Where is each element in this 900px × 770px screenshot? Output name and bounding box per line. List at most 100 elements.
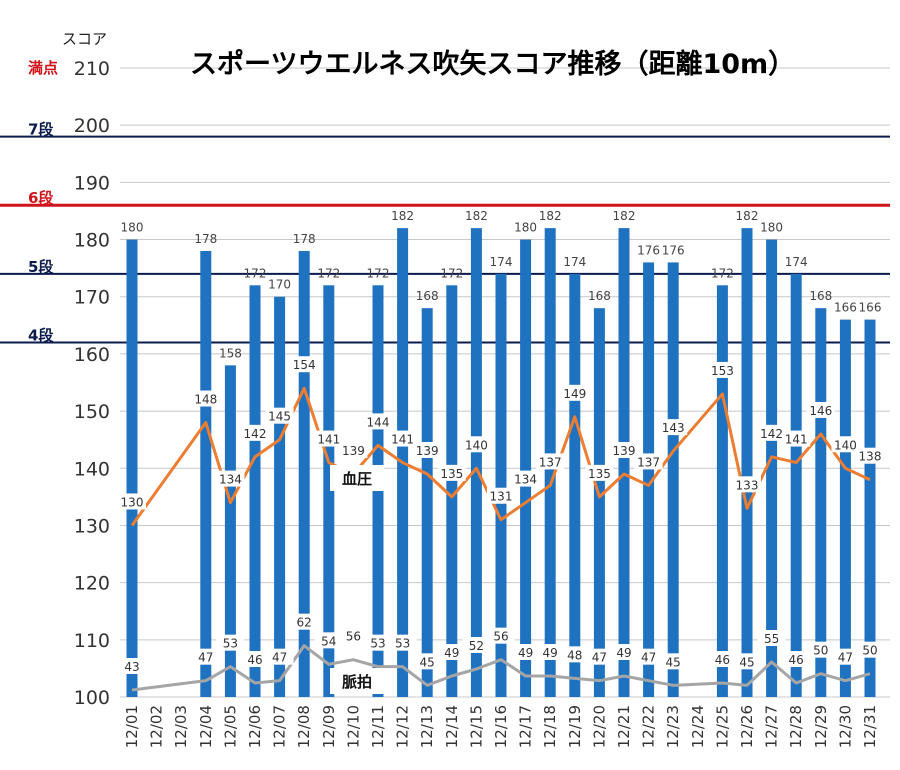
- y-axis-label: スコア: [62, 30, 107, 48]
- blood-pressure-label-bg-12/19: [560, 384, 589, 401]
- score-bar-12/04: [200, 250, 212, 697]
- score-bar-label-12/01: 180: [121, 221, 144, 235]
- score-bar-label-12/17: 180: [514, 221, 537, 235]
- x-tick-12/25: 12/25: [713, 705, 731, 748]
- score-bar-label-12/30: 166: [834, 301, 857, 315]
- blood-pressure-label-12/19: 149: [563, 387, 586, 401]
- x-tick-12/16: 12/16: [492, 705, 510, 748]
- reference-label-4: 4段: [28, 326, 53, 344]
- pulse-label-12/27: 55: [764, 632, 779, 646]
- pulse-label-12/29: 50: [813, 644, 828, 658]
- pulse-label-12/19: 48: [567, 648, 582, 662]
- blood-pressure-label-12/13: 139: [416, 444, 439, 458]
- x-tick-12/30: 12/30: [836, 705, 854, 748]
- blood-pressure-label-bg-12/22: [634, 453, 663, 470]
- pulse-label-bg-12/05: [216, 634, 245, 651]
- blood-pressure-label-bg-12/01: [118, 493, 146, 510]
- blood-pressure-label-bg-12/23: [659, 419, 688, 436]
- pulse-label-bg-12/28: [782, 651, 811, 667]
- blood-pressure-label-12/05: 134: [219, 473, 242, 487]
- pulse-label-12/22: 47: [641, 651, 656, 665]
- pulse-label-bg-12/19: [560, 646, 589, 663]
- x-tick-12/12: 12/12: [394, 705, 412, 748]
- score-bar-label-12/28: 174: [785, 255, 808, 269]
- blood-pressure-label-bg-12/21: [610, 441, 638, 458]
- pulse-label-12/25: 46: [715, 653, 730, 667]
- x-tick-12/02: 12/02: [148, 705, 166, 748]
- blood-pressure-label-12/12: 141: [391, 433, 414, 447]
- score-bar-12/30: [839, 319, 851, 697]
- x-tick-12/26: 12/26: [738, 705, 756, 748]
- pulse-label-12/05: 53: [223, 637, 238, 651]
- score-bar-label-12/20: 168: [588, 289, 611, 303]
- reference-lines: 満点 7段 6段 5段 4段: [0, 59, 890, 344]
- blood-pressure-label-12/25: 153: [711, 364, 734, 378]
- x-tick-12/20: 12/20: [590, 705, 608, 748]
- pulse-label-12/04: 47: [198, 651, 213, 665]
- pulse-label-bg-12/21: [610, 644, 638, 660]
- blood-pressure-label-12/11: 144: [367, 415, 390, 429]
- blood-pressure-label-bg-12/29: [806, 401, 835, 418]
- pulse-label-12/15: 52: [469, 639, 484, 653]
- y-tick-200: 200: [74, 115, 110, 137]
- score-bar-12/27: [766, 239, 778, 697]
- score-bar-label-12/07: 170: [268, 278, 291, 292]
- score-bars: [126, 228, 876, 698]
- score-bar-12/23: [667, 262, 679, 697]
- blood-pressure-label-12/15: 140: [465, 438, 488, 452]
- blood-pressure-label-12/30: 140: [834, 438, 857, 452]
- reference-label-0: 満点: [28, 59, 58, 77]
- score-bar-label-12/31: 166: [859, 301, 882, 315]
- blood-pressure-label-12/04: 148: [194, 393, 217, 407]
- blood-pressure-label-bg-12/25: [708, 361, 737, 378]
- blood-pressure-label-bg-12/05: [216, 470, 245, 487]
- x-tick-12/08: 12/08: [295, 705, 313, 748]
- blood-pressure-label-12/01: 130: [121, 495, 144, 509]
- x-tick-12/09: 12/09: [320, 705, 338, 748]
- pulse-label-bg-12/30: [831, 648, 860, 665]
- blood-pressure-label-12/22: 137: [637, 455, 660, 469]
- pulse-label-12/30: 47: [838, 651, 853, 665]
- score-bar-label-12/19: 174: [563, 255, 586, 269]
- y-tick-130: 130: [74, 515, 110, 537]
- pulse-label-bg-12/20: [585, 648, 614, 665]
- score-bar-label-12/04: 178: [194, 232, 217, 246]
- blood-pressure-label-12/31: 138: [859, 450, 882, 464]
- blood-pressure-label-12/08: 154: [293, 358, 316, 372]
- pulse-label-bg-12/16: [487, 627, 515, 644]
- pulse-label-bg-12/12: [388, 634, 417, 651]
- pulse-label-bg-12/25: [708, 651, 737, 667]
- y-tick-140: 140: [74, 458, 110, 480]
- pulse-label-12/09: 54: [321, 634, 336, 648]
- y-tick-110: 110: [74, 630, 110, 652]
- score-bar-12/01: [126, 239, 138, 697]
- score-bar-label-12/06: 172: [244, 266, 267, 280]
- score-bar-12/09: [323, 285, 335, 697]
- blood-pressure-label-12/27: 142: [760, 427, 783, 441]
- score-bar-label-12/09: 172: [317, 266, 340, 280]
- blood-pressure-label-bg-12/17: [511, 470, 540, 487]
- score-bar-label-12/15: 182: [465, 209, 488, 223]
- blood-pressure-label-bg-12/31: [856, 447, 884, 464]
- pulse-label-bg-12/08: [290, 613, 319, 630]
- y-tick-190: 190: [74, 172, 110, 194]
- score-bar-12/06: [249, 285, 261, 697]
- blood-pressure-label-bg-12/07: [265, 407, 294, 424]
- blood-pressure-label-bg-12/18: [536, 453, 565, 470]
- score-bar-label-12/12: 182: [391, 209, 414, 223]
- x-axis-ticks: 12/01 12/02 12/03 12/04 12/05 12/06 12/07 12/08…: [123, 705, 879, 748]
- score-bar-12/11: [372, 285, 384, 697]
- pulse-label-12/21: 49: [616, 646, 631, 660]
- y-tick-160: 160: [74, 344, 110, 366]
- x-tick-12/01: 12/01: [123, 705, 141, 748]
- pulse-label-bg-12/04: [191, 648, 220, 665]
- pulse-label-12/26: 45: [739, 655, 754, 669]
- blood-pressure-label-12/07: 145: [268, 410, 291, 424]
- score-bar-12/19: [569, 273, 581, 697]
- reference-label-2: 6段: [28, 189, 53, 207]
- x-tick-12/24: 12/24: [689, 705, 707, 748]
- x-tick-12/22: 12/22: [640, 705, 658, 748]
- pulse-label-bg-12/06: [241, 651, 269, 667]
- y-tick-120: 120: [74, 573, 110, 595]
